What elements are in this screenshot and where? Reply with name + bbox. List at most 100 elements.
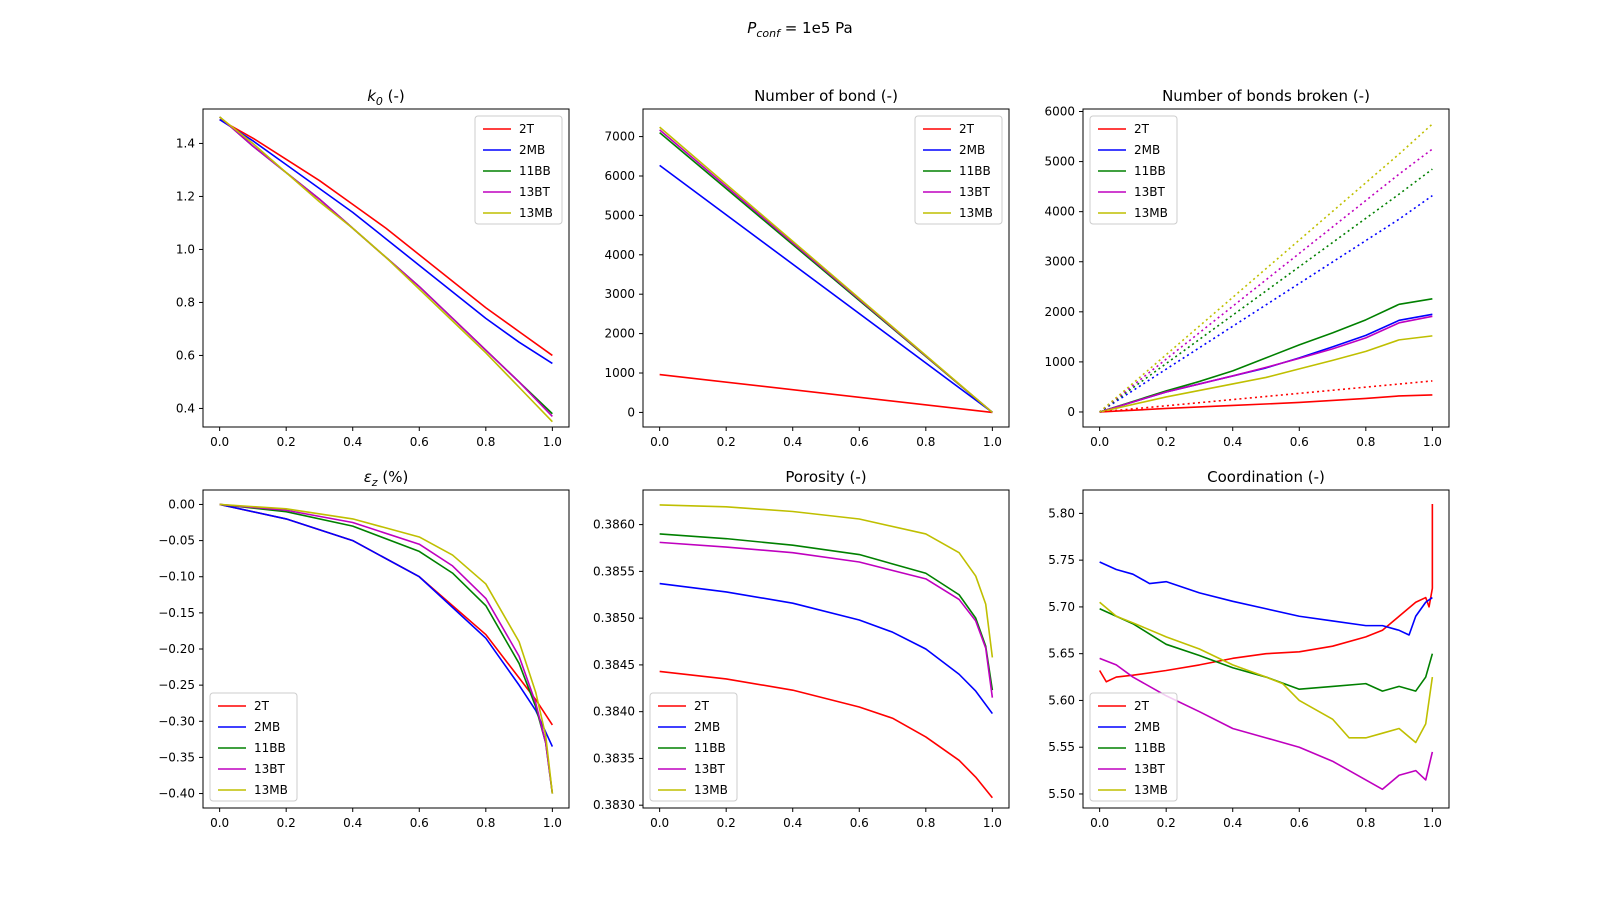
- series-line-13MB: [659, 126, 993, 414]
- y-tick-label: −0.05: [158, 534, 195, 548]
- legend-label-13BT: 13BT: [519, 185, 551, 199]
- legend-label-13MB: 13MB: [694, 783, 728, 797]
- y-tick-label: 5.65: [1048, 647, 1075, 661]
- y-tick-label: 4000: [604, 248, 635, 262]
- panel-epsz: εz (%) 0.0 0.2 0.4 0.6 0.8 1.0 0.00 −0.05 −0.10 −0…: [158, 468, 570, 830]
- legend-label-2T: 2T: [1134, 699, 1150, 713]
- x-tick-label: 0.8: [916, 816, 935, 830]
- legend: 2T 2MB 11BB 13BT 13MB: [1089, 115, 1178, 225]
- x-tick-label: 0.6: [850, 816, 869, 830]
- series-line-2T: [219, 118, 553, 357]
- legend-label-11BB: 11BB: [1134, 164, 1166, 178]
- series-line-2T-dotted: [1099, 380, 1433, 413]
- series-group: [219, 116, 553, 423]
- legend-label-13BT: 13BT: [694, 762, 726, 776]
- y-tick-label: 1000: [1044, 355, 1075, 369]
- figure-title: Pconf = 1e5 Pa: [747, 19, 852, 40]
- series-line-13MB: [219, 116, 553, 423]
- y-tick-label: 5.75: [1048, 553, 1075, 567]
- panel-broken: Number of bonds broken (-) 0.0 0.2 0.4 0.6 0.…: [1044, 87, 1450, 449]
- series-group: [659, 126, 993, 414]
- series-line-13BT: [1099, 657, 1434, 791]
- x-tick-label: 0.8: [1356, 435, 1375, 449]
- legend-label-2MB: 2MB: [1134, 720, 1160, 734]
- y-tick-label: 0: [627, 405, 635, 419]
- y-tick-label: 2000: [604, 327, 635, 341]
- y-tick-label: −0.15: [158, 606, 195, 620]
- y-tick-label: 0.3830: [593, 798, 635, 812]
- series-line-13MB-dotted: [1099, 123, 1433, 413]
- y-tick-label: 0.3855: [593, 564, 635, 578]
- y-tick-label: 3000: [604, 287, 635, 301]
- y-tick-label: 5.55: [1048, 740, 1075, 754]
- y-tick-label: −0.40: [158, 787, 195, 801]
- panel-title-main: Porosity (-): [785, 468, 866, 486]
- x-tick-label: 0.6: [1290, 816, 1309, 830]
- figure-title-main: P: [747, 19, 757, 37]
- legend-label-11BB: 11BB: [959, 164, 991, 178]
- axes-frame: [202, 108, 570, 428]
- y-tick-label: −0.30: [158, 714, 195, 728]
- y-tick-label: 1.4: [176, 136, 195, 150]
- y-tick-label: 1000: [604, 366, 635, 380]
- panel-coordination: Coordination (-) 0.0 0.2 0.4 0.6 0.8 1.0 5.50 5.…: [1048, 468, 1450, 830]
- series-line-2MB: [219, 503, 554, 747]
- x-tick-label: 0.6: [410, 435, 429, 449]
- legend-label-13BT: 13BT: [1134, 762, 1166, 776]
- y-tick-label: 6000: [1044, 105, 1075, 119]
- y-tick-label: −0.25: [158, 678, 195, 692]
- series-group: [1099, 123, 1433, 413]
- legend-label-2MB: 2MB: [1134, 143, 1160, 157]
- y-tick-label: 5000: [1044, 155, 1075, 169]
- x-tick-label: 1.0: [1423, 435, 1442, 449]
- panel-title-rest: (-): [383, 87, 405, 105]
- y-tick-label: 0.3835: [593, 751, 635, 765]
- panel-title-porosity: Porosity (-): [785, 468, 866, 486]
- figure-title-sub: conf: [756, 27, 782, 40]
- x-tick-label: 0.0: [1090, 435, 1109, 449]
- panel-k0: k0 (-) 0.0 0.2 0.4 0.6 0.8 1.0 0.4 0.6 0.8 1.0 1.2 1…: [176, 87, 570, 449]
- y-tick-label: −0.20: [158, 642, 195, 656]
- series-line-13BT: [219, 503, 554, 794]
- legend-label-13MB: 13MB: [1134, 206, 1168, 220]
- y-tick-label: 5.60: [1048, 693, 1075, 707]
- y-tick-label: 5.70: [1048, 600, 1075, 614]
- legend-label-13MB: 13MB: [519, 206, 553, 220]
- series-group: [659, 504, 994, 799]
- y-tick-label: 3000: [1044, 255, 1075, 269]
- legend-label-11BB: 11BB: [694, 741, 726, 755]
- y-tick-label: 0.3860: [593, 518, 635, 532]
- axes-frame: [1082, 108, 1450, 428]
- x-tick-label: 0.2: [1157, 435, 1176, 449]
- panel-title-k0: k0 (-): [367, 87, 405, 108]
- series-line-2T: [659, 670, 993, 799]
- legend-label-13MB: 13MB: [1134, 783, 1168, 797]
- panel-bonds: Number of bond (-) 0.0 0.2 0.4 0.6 0.8 1.0 0 100…: [604, 87, 1010, 449]
- panel-title-sub: 0: [376, 95, 383, 108]
- series-line-13MB: [659, 504, 994, 658]
- x-tick-label: 0.0: [210, 435, 229, 449]
- y-tick-label: 5.80: [1048, 506, 1075, 520]
- y-tick-label: 0.6: [176, 348, 195, 362]
- series-line-13MB: [1099, 601, 1434, 744]
- panel-title-main: Coordination (-): [1207, 468, 1325, 486]
- x-tick-label: 1.0: [543, 816, 562, 830]
- x-tick-label: 0.0: [650, 435, 669, 449]
- y-tick-label: 1.0: [176, 242, 195, 256]
- series-line-2T: [1098, 504, 1434, 683]
- x-tick-label: 0.0: [1090, 816, 1109, 830]
- y-tick-label: 1.2: [176, 189, 195, 203]
- legend-label-13BT: 13BT: [959, 185, 991, 199]
- legend-label-13MB: 13MB: [959, 206, 993, 220]
- legend: 2T 2MB 11BB 13BT 13MB: [649, 692, 738, 802]
- y-tick-label: 0.4: [176, 401, 195, 415]
- panel-title-epsz: εz (%): [364, 468, 409, 489]
- legend-label-2T: 2T: [254, 699, 270, 713]
- legend-label-2MB: 2MB: [694, 720, 720, 734]
- legend-label-13MB: 13MB: [254, 783, 288, 797]
- panel-title-bonds: Number of bond (-): [754, 87, 898, 105]
- y-tick-label: −0.10: [158, 570, 195, 584]
- x-tick-label: 0.6: [410, 816, 429, 830]
- series-line-2MB-dotted: [1099, 194, 1433, 413]
